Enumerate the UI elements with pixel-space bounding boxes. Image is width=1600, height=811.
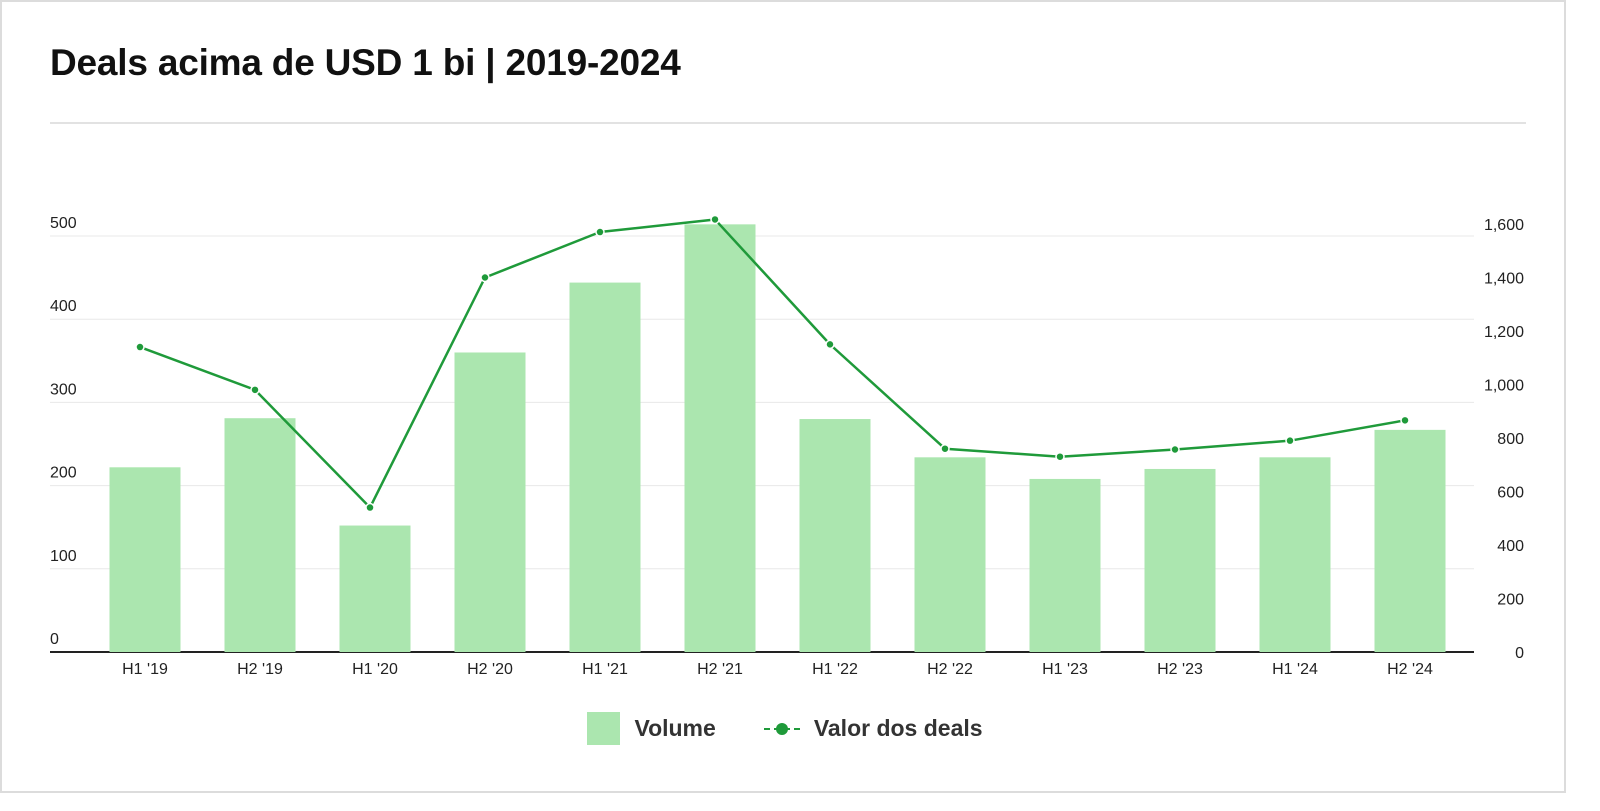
right-tick-label: 800 [1497, 431, 1524, 448]
bar-volume-7[interactable] [914, 457, 986, 652]
x-tick-label: H1 '21 [582, 661, 628, 678]
legend-label-volume: Volume [634, 715, 716, 741]
right-tick-label: 600 [1497, 485, 1524, 502]
legend: Volume Valor dos deals [2, 712, 1568, 745]
volume-bars [109, 224, 1446, 653]
bar-volume-10[interactable] [1259, 457, 1331, 652]
left-tick-label: 100 [50, 548, 77, 565]
bar-volume-11[interactable] [1374, 429, 1446, 652]
x-tick-label: H2 '23 [1157, 661, 1203, 678]
left-tick-label: 300 [50, 381, 77, 398]
left-tick-label: 200 [50, 465, 77, 482]
x-tick-label: H2 '20 [467, 661, 513, 678]
left-tick-label: 400 [50, 298, 77, 315]
right-tick-label: 1,200 [1484, 324, 1524, 341]
right-tick-label: 200 [1497, 592, 1524, 609]
x-tick-label: H1 '20 [352, 661, 398, 678]
right-tick-label: 1,400 [1484, 271, 1524, 288]
point-valor-11[interactable] [1400, 415, 1410, 426]
point-valor-5[interactable] [710, 214, 720, 225]
right-tick-label: 1,600 [1484, 217, 1524, 234]
chart-title: Deals acima de USD 1 bi | 2019-2024 [50, 42, 681, 83]
point-valor-3[interactable] [480, 272, 490, 283]
chart-card: Deals acima de USD 1 bi | 2019-2024 0 100… [0, 0, 1566, 793]
point-valor-1[interactable] [250, 385, 260, 395]
value-line-path [139, 218, 1406, 509]
right-tick-label: 400 [1497, 538, 1524, 555]
x-tick-label: H1 '22 [812, 661, 858, 678]
bar-volume-6[interactable] [799, 419, 871, 652]
legend-item-volume[interactable]: Volume [587, 712, 716, 745]
point-valor-6[interactable] [825, 339, 835, 350]
legend-bar-swatch [587, 712, 621, 745]
point-valor-2[interactable] [365, 502, 375, 513]
legend-item-valor[interactable]: Valor dos deals [763, 715, 983, 742]
x-tick-label: H2 '22 [927, 661, 973, 678]
legend-line-marker [763, 722, 800, 736]
x-tick-label: H1 '19 [122, 661, 168, 678]
bar-volume-1[interactable] [224, 418, 296, 652]
right-axis-ticks: 0 200 400 600 800 1,000 1,200 1,400 1,600 [1484, 217, 1524, 662]
title-divider [50, 122, 1526, 124]
x-tick-label: H2 '21 [697, 661, 743, 678]
right-tick-label: 0 [1515, 645, 1524, 662]
x-tick-label: H1 '24 [1272, 661, 1318, 678]
left-axis-ticks: 0 100 200 300 400 500 [50, 215, 77, 648]
point-valor-9[interactable] [1170, 444, 1180, 455]
x-tick-label: H1 '23 [1042, 661, 1088, 678]
left-tick-label: 0 [50, 631, 59, 648]
left-tick-label: 500 [50, 215, 77, 232]
bar-volume-3[interactable] [454, 352, 526, 652]
bar-volume-4[interactable] [569, 282, 641, 652]
x-axis-ticks: H1 '19 H2 '19 H1 '20 H2 '20 H1 '21 H2 '21 H1 '… [122, 661, 1433, 678]
bar-volume-2[interactable] [339, 525, 411, 652]
point-valor-0[interactable] [135, 342, 145, 352]
value-line [135, 214, 1410, 513]
bar-volume-0[interactable] [109, 467, 181, 652]
right-tick-label: 1,000 [1484, 378, 1524, 395]
point-valor-10[interactable] [1285, 435, 1295, 446]
x-tick-label: H2 '19 [237, 661, 283, 678]
x-tick-label: H2 '24 [1387, 661, 1433, 678]
point-valor-4[interactable] [595, 227, 605, 237]
bar-volume-5[interactable] [684, 224, 756, 653]
combo-chart: 0 100 200 300 400 500 0 200 400 600 800 1,000 1,200… [50, 214, 1524, 678]
bar-volume-8[interactable] [1029, 478, 1101, 652]
point-valor-7[interactable] [940, 443, 950, 454]
legend-label-valor: Valor dos deals [813, 715, 983, 741]
bar-volume-9[interactable] [1144, 468, 1216, 652]
point-valor-8[interactable] [1055, 451, 1065, 462]
